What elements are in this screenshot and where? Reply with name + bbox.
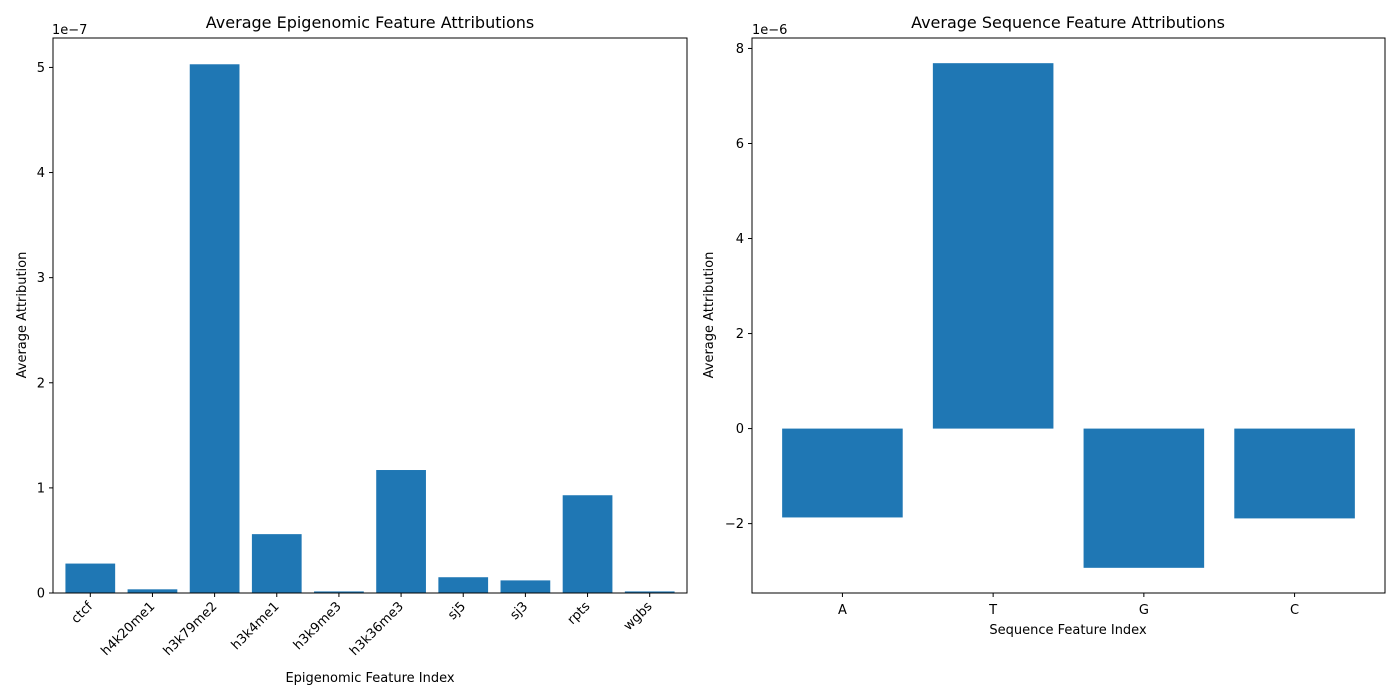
epigenomic-bar-wgbs [624, 591, 675, 593]
epigenomic-xtick-label: sj5 [445, 599, 469, 623]
epigenomic-xtick-label: sj3 [507, 599, 531, 623]
sequence-chart: Average Sequence Feature Attributions 1e… [702, 13, 1386, 638]
sequence-xtick-label: C [1290, 603, 1299, 618]
epigenomic-bar-h3k4me1 [251, 534, 302, 593]
sequence-xtick-label: T [988, 603, 997, 618]
sequence-ytick-label: 4 [736, 232, 744, 247]
sequence-xtick-label: G [1139, 603, 1149, 618]
sequence-axes-frame [751, 37, 1386, 594]
epigenomic-ytick-label: 1 [37, 481, 45, 496]
epigenomic-xlabel: Epigenomic Feature Index [285, 671, 454, 686]
epigenomic-ytick-label: 0 [37, 587, 45, 602]
sequence-bar-T [932, 63, 1054, 429]
sequence-chart-title: Average Sequence Feature Attributions [911, 13, 1225, 32]
epigenomic-bar-sj3 [500, 580, 551, 593]
epigenomic-xtick-label: h3k4me1 [229, 599, 283, 653]
epigenomic-xtick-label: h4k20me1 [99, 599, 159, 659]
sequence-plot-area: −2 0 2 4 6 8 A T G C [725, 37, 1386, 618]
epigenomic-y-scale-label: 1e−7 [52, 23, 87, 38]
sequence-bar-A [782, 428, 903, 518]
epigenomic-bar-h3k9me3 [314, 591, 364, 593]
epigenomic-bar-h3k79me2 [189, 64, 240, 593]
sequence-xtick-label: A [838, 603, 847, 618]
sequence-bar-C [1234, 428, 1355, 519]
sequence-ytick-label: 6 [736, 137, 744, 152]
epigenomic-xtick-label: h3k36me3 [347, 599, 407, 659]
epigenomic-axes-frame [52, 37, 688, 594]
epigenomic-bar-rpts [562, 495, 613, 593]
sequence-xlabel: Sequence Feature Index [989, 623, 1147, 638]
epigenomic-ytick-label: 2 [37, 376, 45, 391]
epigenomic-ytick-label: 5 [37, 61, 45, 76]
sequence-ytick-label: 8 [736, 42, 744, 57]
epigenomic-xtick-label: ctcf [69, 599, 97, 627]
epigenomic-bar-h3k36me3 [376, 470, 426, 593]
epigenomic-chart: Average Epigenomic Feature Attributions … [15, 13, 688, 686]
sequence-y-scale-label: 1e−6 [752, 23, 787, 38]
sequence-ytick-label: 2 [736, 327, 744, 342]
epigenomic-xtick-label: wgbs [621, 599, 656, 634]
epigenomic-xtick-label: rpts [565, 599, 594, 628]
sequence-ytick-label: −2 [725, 517, 744, 532]
epigenomic-plot-area: 0 1 2 3 4 5 ctcf h4k20me1 h3k79me2 h3k4me1 h3k9me3… [37, 37, 688, 659]
epigenomic-bar-h4k20me1 [127, 589, 178, 593]
epigenomic-ytick-label: 4 [37, 166, 45, 181]
sequence-ylabel: Average Attribution [702, 252, 717, 379]
epigenomic-xtick-label: h3k9me3 [291, 599, 345, 653]
sequence-ytick-label: 0 [736, 422, 744, 437]
sequence-bar-G [1083, 428, 1205, 568]
epigenomic-bar-sj5 [438, 577, 489, 593]
epigenomic-chart-title: Average Epigenomic Feature Attributions [206, 13, 534, 32]
epigenomic-bar-ctcf [65, 563, 116, 593]
epigenomic-ytick-label: 3 [37, 271, 45, 286]
epigenomic-xtick-label: h3k79me2 [161, 599, 221, 659]
epigenomic-ylabel: Average Attribution [15, 252, 30, 379]
